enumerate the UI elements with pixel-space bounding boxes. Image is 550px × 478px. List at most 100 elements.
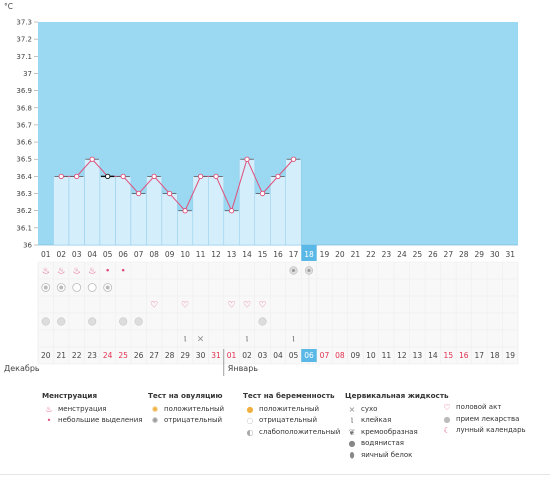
cycle-day-label: 14 bbox=[242, 250, 252, 259]
cycle-day-label: 03 bbox=[72, 250, 82, 259]
temperature-bar bbox=[270, 176, 286, 246]
date-label: 18 bbox=[490, 351, 500, 360]
cycle-day-label: 21 bbox=[351, 250, 361, 259]
y-tick-label: 36.7 bbox=[16, 121, 32, 129]
legend-label: отрицательный bbox=[259, 416, 318, 424]
flame-icon: ♨ bbox=[88, 267, 96, 277]
sun-negative-core bbox=[291, 269, 295, 272]
temperature-bar bbox=[192, 176, 209, 246]
y-tick-label: 36 bbox=[23, 242, 32, 250]
temperature-bar bbox=[146, 176, 163, 246]
current-day-highlight bbox=[301, 245, 317, 261]
legend-other: ♡ половой акт ● прием лекарства ☾ лунный ка… bbox=[440, 402, 526, 437]
temperature-line bbox=[61, 157, 294, 213]
legend-title: Тест на беременность bbox=[243, 391, 335, 400]
date-label: 16 bbox=[459, 351, 469, 360]
legend-label: небольшие выделения bbox=[58, 416, 143, 424]
legend-item: ☾ лунный календарь bbox=[440, 425, 526, 437]
temperature-bar bbox=[99, 176, 116, 246]
flame-icon: ♨ bbox=[57, 267, 65, 277]
y-tick-label: 37.2 bbox=[16, 36, 32, 44]
cycle-day-label: 10 bbox=[180, 250, 190, 259]
temperature-point bbox=[213, 173, 219, 180]
legend-item: ✺ положительный bbox=[148, 404, 224, 416]
cycle-day-label: 07 bbox=[134, 250, 144, 259]
heart-icon: ♡ bbox=[243, 301, 251, 311]
temperature-point bbox=[58, 173, 64, 180]
moon-icon: ☾ bbox=[443, 426, 451, 435]
date-label: 08 bbox=[335, 351, 345, 360]
cycle-day-label: 11 bbox=[196, 250, 206, 259]
legend-item: ♡ половой акт bbox=[440, 402, 526, 414]
date-label: 01 bbox=[227, 351, 237, 360]
cycle-day-label: 27 bbox=[444, 250, 454, 259]
legend-label: отрицательный bbox=[164, 416, 223, 424]
cycle-day-label: 18 bbox=[304, 250, 314, 259]
pill-icon bbox=[41, 317, 50, 326]
date-label: 03 bbox=[258, 351, 268, 360]
pill-icon bbox=[88, 317, 97, 326]
date-label: 25 bbox=[118, 351, 128, 360]
y-tick-label: 36.2 bbox=[16, 207, 32, 215]
legend-label: лунный календарь bbox=[456, 426, 526, 434]
cycle-day-label: 13 bbox=[227, 250, 237, 259]
eggwhite-icon: ⬮ bbox=[349, 450, 355, 460]
cross-icon: × bbox=[197, 335, 205, 345]
month-label: Декабрь bbox=[4, 364, 40, 373]
current-date-highlight bbox=[301, 349, 317, 362]
cycle-day-label: 22 bbox=[366, 250, 376, 259]
circle-positive-icon: ● bbox=[246, 404, 254, 414]
cycle-day-label: 29 bbox=[475, 250, 485, 259]
date-label: 28 bbox=[165, 351, 175, 360]
temperature-bar bbox=[84, 158, 101, 246]
legend-label: менструация bbox=[58, 404, 107, 413]
cycle-day-label: 08 bbox=[149, 250, 159, 259]
pill-icon bbox=[119, 317, 128, 326]
legend-item: ❦ кремообразная bbox=[345, 427, 449, 439]
y-tick-label: 37.1 bbox=[16, 53, 32, 61]
date-label: 06 bbox=[304, 351, 314, 360]
temperature-point bbox=[151, 173, 157, 180]
cycle-day-label: 26 bbox=[428, 250, 438, 259]
date-label: 26 bbox=[134, 351, 144, 360]
legend-label: кремообразная bbox=[361, 427, 418, 436]
temperature-bar bbox=[285, 158, 302, 246]
y-tick-label: 36.5 bbox=[16, 156, 32, 164]
temperature-point bbox=[135, 190, 142, 197]
cycle-day-label: 02 bbox=[56, 250, 66, 259]
temperature-bar bbox=[177, 210, 194, 246]
cycle-day-label: 17 bbox=[289, 250, 299, 259]
legend-label: слабоположительный bbox=[259, 427, 341, 436]
legend-item: ♨ менструация bbox=[42, 404, 143, 416]
legend-menstruation: Менструация ♨ менструация • небольшие выде… bbox=[42, 390, 143, 427]
legend-label: клейкая bbox=[361, 416, 392, 424]
date-label: 11 bbox=[382, 351, 392, 360]
watery-icon: ● bbox=[348, 439, 356, 448]
sticky-icon: Ⲓ bbox=[246, 335, 248, 344]
date-label: 31 bbox=[211, 351, 221, 360]
date-label: 24 bbox=[103, 351, 113, 360]
legend-item: ✺ отрицательный bbox=[148, 415, 224, 427]
legend-item: ● водянистая bbox=[345, 438, 449, 450]
y-tick-label: 36.9 bbox=[16, 87, 32, 95]
legend-label: водянистая bbox=[361, 439, 405, 447]
symbol-row bbox=[37, 329, 519, 348]
temperature-point bbox=[120, 173, 126, 180]
temperature-bar bbox=[254, 193, 271, 246]
cycle-day-label: 24 bbox=[397, 250, 407, 259]
date-label: 23 bbox=[87, 351, 97, 360]
y-tick-label: 37 bbox=[23, 70, 32, 78]
date-label: 15 bbox=[444, 351, 454, 360]
date-label: 02 bbox=[242, 351, 252, 360]
cycle-day-label: 16 bbox=[273, 250, 283, 259]
legend-item: × сухо bbox=[345, 404, 449, 416]
temperature-point bbox=[290, 156, 297, 162]
legend-label: сухо bbox=[361, 404, 378, 413]
y-tick-label: 36.4 bbox=[16, 173, 32, 181]
temperature-bar bbox=[161, 193, 178, 246]
y-unit-label: °C bbox=[4, 2, 13, 11]
circle-weak-core bbox=[59, 285, 64, 290]
temperature-bar bbox=[53, 176, 70, 246]
month-label: Январь bbox=[228, 364, 258, 373]
